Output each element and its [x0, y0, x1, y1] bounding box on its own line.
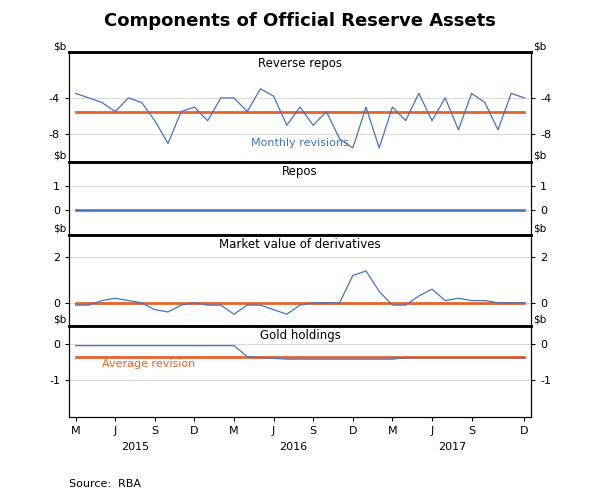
Text: Reverse repos: Reverse repos [258, 57, 342, 70]
Text: Average revision: Average revision [102, 359, 195, 369]
Text: $b: $b [533, 41, 547, 51]
Text: $b: $b [53, 315, 67, 325]
Text: Repos: Repos [282, 165, 318, 178]
Text: $b: $b [53, 224, 67, 234]
Text: Monthly revisions: Monthly revisions [251, 138, 349, 149]
Text: 2016: 2016 [280, 442, 307, 452]
Text: $b: $b [533, 224, 547, 234]
Text: 2017: 2017 [437, 442, 466, 452]
Text: Source:  RBA: Source: RBA [69, 479, 141, 489]
Text: $b: $b [53, 41, 67, 51]
Text: Components of Official Reserve Assets: Components of Official Reserve Assets [104, 12, 496, 30]
Text: $b: $b [533, 315, 547, 325]
Text: Market value of derivatives: Market value of derivatives [219, 238, 381, 251]
Text: $b: $b [53, 151, 67, 161]
Text: $b: $b [533, 151, 547, 161]
Text: Gold holdings: Gold holdings [260, 329, 340, 342]
Text: 2015: 2015 [121, 442, 149, 452]
